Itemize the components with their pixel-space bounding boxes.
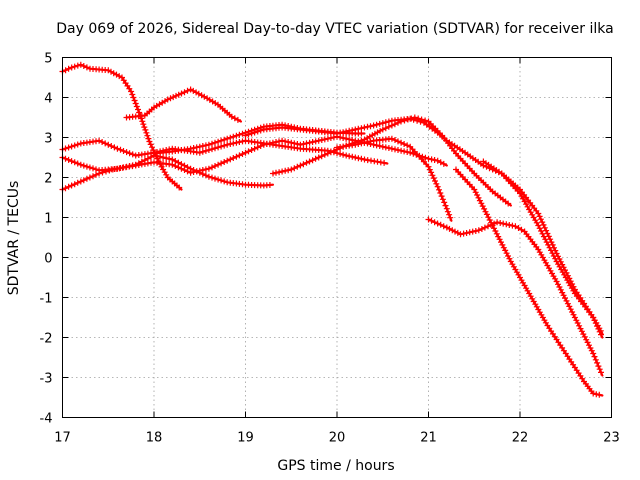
series-line [244, 117, 604, 339]
y-tick-label: 3 [44, 132, 52, 147]
y-tick-label: -3 [40, 372, 53, 387]
y-tick-label: 2 [44, 172, 52, 187]
x-tick-label: 21 [420, 431, 437, 446]
x-tick-labels: 17 18 19 20 21 22 23 [54, 431, 620, 446]
x-tick-label: 17 [54, 431, 71, 446]
data-series-track-12 [480, 158, 604, 335]
grid [62, 57, 612, 418]
series-markers [242, 115, 604, 338]
series-markers [453, 166, 603, 398]
series-line [125, 88, 243, 123]
y-tick-label: 5 [44, 52, 52, 67]
y-tick-label: -2 [40, 332, 53, 347]
y-tick-label: 0 [44, 252, 52, 267]
series-markers [334, 135, 454, 221]
series-markers [425, 216, 604, 376]
series-layer [59, 61, 604, 398]
x-tick-label: 20 [329, 431, 346, 446]
data-series-track-8 [334, 135, 454, 222]
y-tick-label: -1 [40, 292, 53, 307]
series-line [61, 154, 275, 187]
series-line [482, 160, 604, 335]
data-series-track-9 [242, 115, 604, 339]
y-tick-label: -4 [40, 412, 53, 427]
series-markers [123, 86, 241, 123]
data-series-track-10 [425, 216, 604, 377]
x-axis-label: GPS time / hours [277, 458, 394, 474]
chart-title: Day 069 of 2026, Sidereal Day-to-day VTE… [56, 21, 613, 37]
x-tick-label: 19 [237, 431, 254, 446]
data-series-track-2 [123, 86, 243, 123]
y-tick-label: 4 [44, 92, 52, 107]
x-tick-label: 18 [146, 431, 163, 446]
y-tick-labels: -4 -3 -2 -1 0 1 2 3 4 5 [40, 52, 53, 427]
y-tick-label: 1 [44, 212, 52, 227]
x-tick-label: 22 [512, 431, 529, 446]
data-series-track-11 [453, 166, 604, 398]
tick-marks [62, 57, 612, 418]
series-markers [480, 158, 604, 334]
data-series-track-1 [59, 61, 183, 191]
y-axis-label: SDTVAR / TECUs [6, 181, 22, 296]
x-tick-label: 23 [603, 431, 620, 446]
data-series-track-4 [59, 152, 275, 189]
